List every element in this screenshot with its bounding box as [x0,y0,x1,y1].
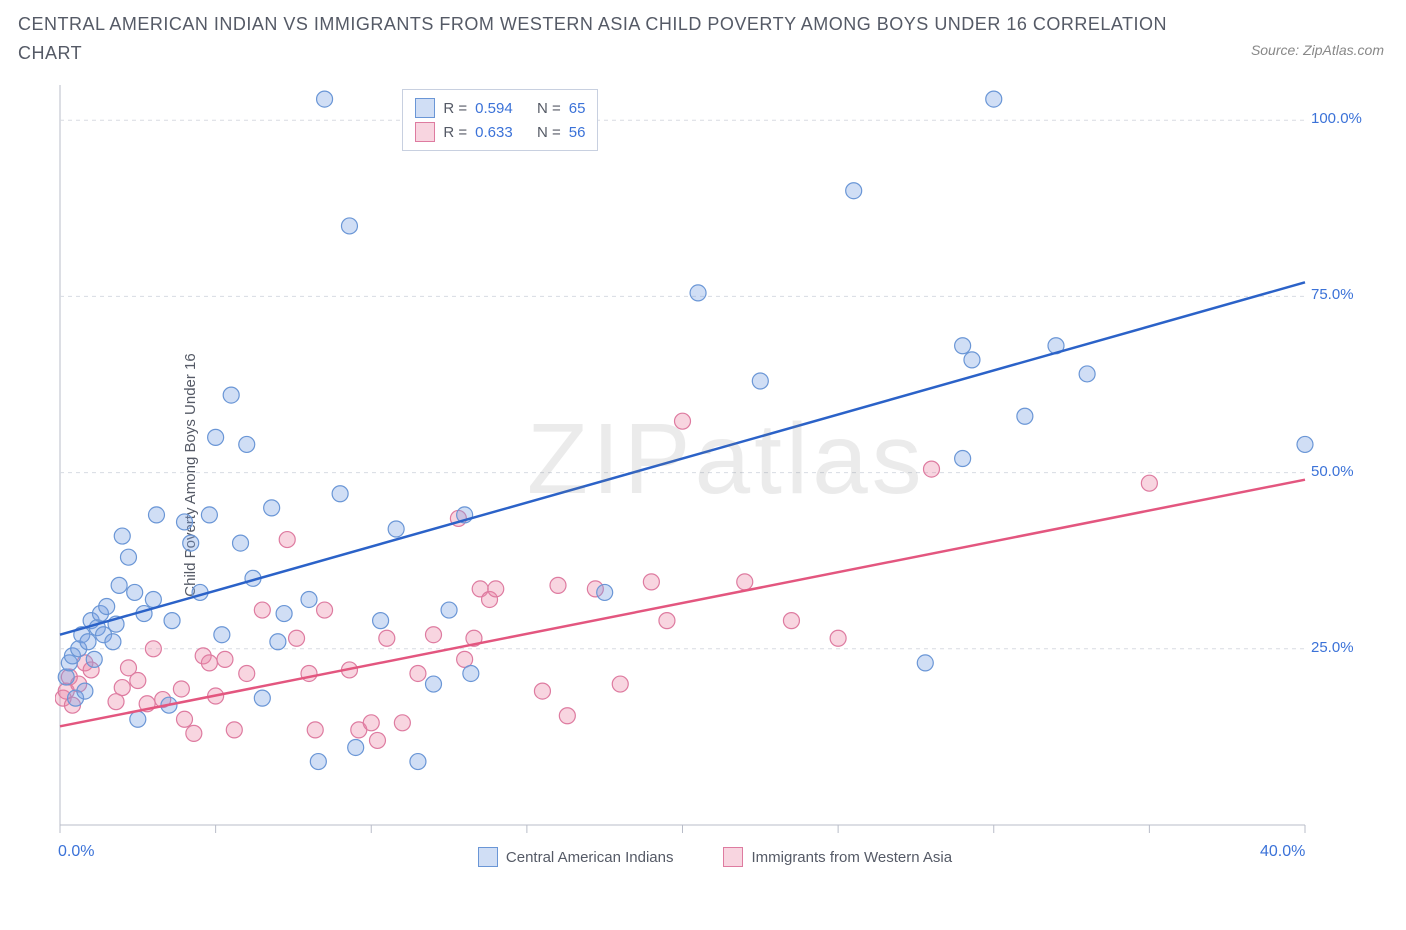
legend-swatch [415,122,435,142]
scatter-plot [55,80,1375,870]
n-label: N = [537,124,561,141]
r-value: 0.633 [475,124,513,141]
legend-swatch [478,847,498,867]
legend-item: Immigrants from Western Asia [723,847,952,867]
stats-legend-row: R = 0.594 N = 65 [415,96,585,120]
legend-swatch [415,98,435,118]
source-attribution: Source: ZipAtlas.com [1251,42,1384,58]
y-tick-label: 100.0% [1311,110,1362,127]
n-value: 56 [569,124,586,141]
y-tick-label: 25.0% [1311,639,1354,656]
n-value: 65 [569,100,586,117]
r-value: 0.594 [475,100,513,117]
legend-item: Central American Indians [478,847,674,867]
r-label: R = [443,100,467,117]
y-tick-label: 50.0% [1311,463,1354,480]
series-legend: Central American Indians Immigrants from… [55,847,1375,867]
r-label: R = [443,124,467,141]
chart-title: CENTRAL AMERICAN INDIAN VS IMMIGRANTS FR… [18,10,1206,68]
stats-legend-row: R = 0.633 N = 56 [415,120,585,144]
legend-label: Immigrants from Western Asia [751,849,952,866]
legend-swatch [723,847,743,867]
y-tick-label: 75.0% [1311,286,1354,303]
x-axis-end-label: 40.0% [1260,843,1305,861]
chart-area: Child Poverty Among Boys Under 16 ZIPatl… [55,80,1375,870]
x-axis-start-label: 0.0% [58,843,94,861]
legend-label: Central American Indians [506,849,674,866]
stats-legend: R = 0.594 N = 65 R = 0.633 N = 56 [402,89,598,151]
n-label: N = [537,100,561,117]
